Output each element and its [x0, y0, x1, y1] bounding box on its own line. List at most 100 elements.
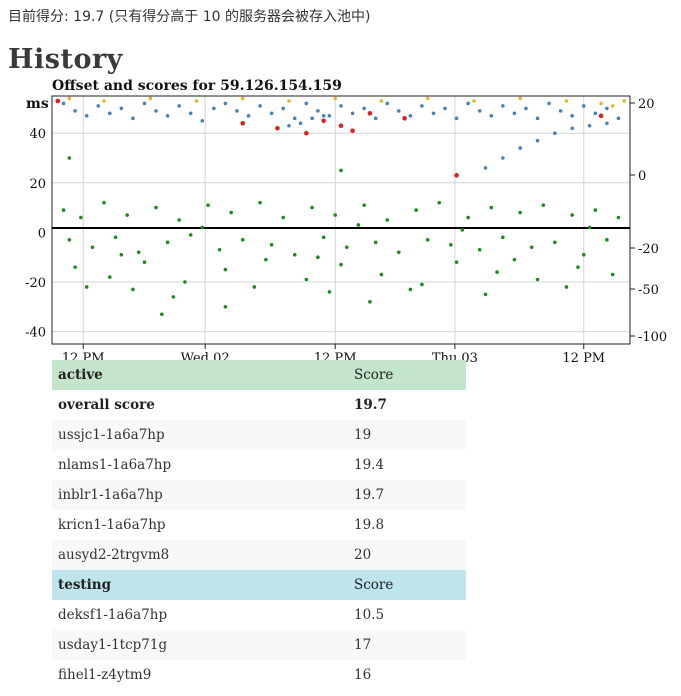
offset-point — [518, 210, 522, 215]
table-row: fihel1-z4ytm9 16 — [52, 660, 466, 690]
monitor-point — [425, 96, 430, 101]
monitor-point — [67, 96, 72, 101]
offset-point — [119, 252, 124, 257]
monitor-point — [622, 99, 627, 103]
offset-point — [616, 215, 621, 220]
offset-point — [102, 200, 106, 205]
score-point — [142, 101, 147, 106]
offset-point — [408, 287, 413, 292]
score-point — [327, 114, 332, 118]
status-line: 目前得分: 19.7 (只有得分高于 10 的服务器会被存入池中) — [8, 9, 371, 25]
score-point — [73, 109, 77, 113]
score-point — [501, 156, 505, 160]
plot-area — [51, 95, 631, 345]
score-point — [84, 114, 89, 118]
table-row: overall score 19.7 — [52, 390, 466, 420]
offset-point — [61, 208, 66, 212]
offset-point — [136, 250, 141, 255]
error-point — [338, 123, 344, 129]
score-point — [292, 116, 297, 121]
error-point — [240, 120, 246, 126]
score-point — [553, 131, 557, 135]
offset-point — [281, 215, 286, 220]
score-point — [235, 109, 239, 113]
score-point — [287, 123, 291, 128]
monitor-name: deksf1-1a6a7hp — [58, 607, 168, 623]
score-point — [350, 111, 355, 116]
table-row: inblr1-1a6a7hp 19.7 — [52, 480, 466, 510]
score-point — [483, 166, 488, 170]
monitor-score: 19.4 — [354, 457, 385, 473]
monitor-point — [472, 99, 476, 103]
x-axis-ticks: 12 PM Wed 02 12 PM Thu 03 12 PM — [62, 344, 605, 362]
page-title: History — [8, 44, 123, 75]
score-point — [61, 101, 66, 106]
score-point — [587, 123, 592, 128]
offset-point — [131, 287, 135, 292]
offset-point — [593, 208, 598, 212]
offset-point — [240, 238, 245, 242]
error-point — [402, 116, 407, 121]
monitor-name: fihel1-z4ytm9 — [58, 667, 152, 683]
score-point — [547, 101, 551, 106]
score-point — [535, 116, 540, 121]
offset-score-chart: Offset and scores for 59.126.154.159 ms … — [25, 78, 667, 362]
monitor-score: 16 — [354, 667, 372, 683]
offset-point — [264, 257, 268, 262]
monitor-name: kricn1-1a6a7hp — [58, 517, 166, 533]
monitor-score: 19.8 — [354, 517, 385, 533]
table-row: nlams1-1a6a7hp 19.4 — [52, 450, 466, 480]
error-point — [350, 128, 355, 134]
score-point — [454, 116, 459, 121]
score-point — [605, 121, 609, 126]
table-row: deksf1-1a6a7hp 10.5 — [52, 600, 466, 630]
offset-point — [229, 210, 233, 215]
offset-point — [84, 285, 89, 289]
score-point — [524, 106, 528, 111]
score-point — [420, 104, 424, 108]
monitor-point — [194, 99, 199, 103]
left-tick-label: 0 — [38, 226, 46, 241]
x-tick-label: Wed 02 — [181, 351, 230, 362]
offset-point — [310, 205, 314, 210]
offset-point — [339, 168, 343, 173]
monitor-point — [610, 104, 615, 108]
offset-point — [67, 156, 72, 160]
error-point — [275, 125, 280, 131]
monitor-point — [240, 96, 245, 101]
offset-point — [501, 235, 505, 240]
monitor-point — [333, 96, 338, 101]
monitor-point — [518, 96, 522, 101]
offset-point — [339, 262, 343, 267]
error-point — [321, 118, 326, 124]
offset-point — [610, 272, 615, 277]
error-point — [304, 130, 309, 136]
table-row: ausyd2-2trgvm8 20 — [52, 540, 466, 570]
error-point — [598, 113, 604, 119]
error-point — [367, 111, 373, 116]
score-point — [310, 116, 314, 121]
offset-point — [483, 292, 488, 297]
score-point — [212, 106, 216, 111]
right-tick-label: -50 — [638, 283, 659, 298]
offset-point — [495, 270, 499, 274]
offset-point — [420, 282, 424, 287]
score-point — [304, 101, 309, 106]
offset-point — [373, 240, 378, 245]
offset-point — [200, 225, 205, 230]
offset-point — [356, 223, 361, 227]
error-point — [55, 98, 61, 104]
score-point — [385, 101, 390, 106]
offset-point — [344, 245, 349, 250]
offset-point — [223, 267, 228, 272]
offset-point — [553, 240, 557, 245]
offset-point — [379, 272, 384, 277]
monitor-point — [599, 101, 603, 106]
monitor-score: 17 — [348, 630, 466, 660]
score-point — [512, 111, 517, 116]
score-column-header: Score — [348, 570, 466, 600]
score-point — [108, 111, 112, 116]
offset-point — [460, 228, 465, 232]
offset-point — [206, 203, 210, 207]
offset-point — [570, 213, 574, 217]
